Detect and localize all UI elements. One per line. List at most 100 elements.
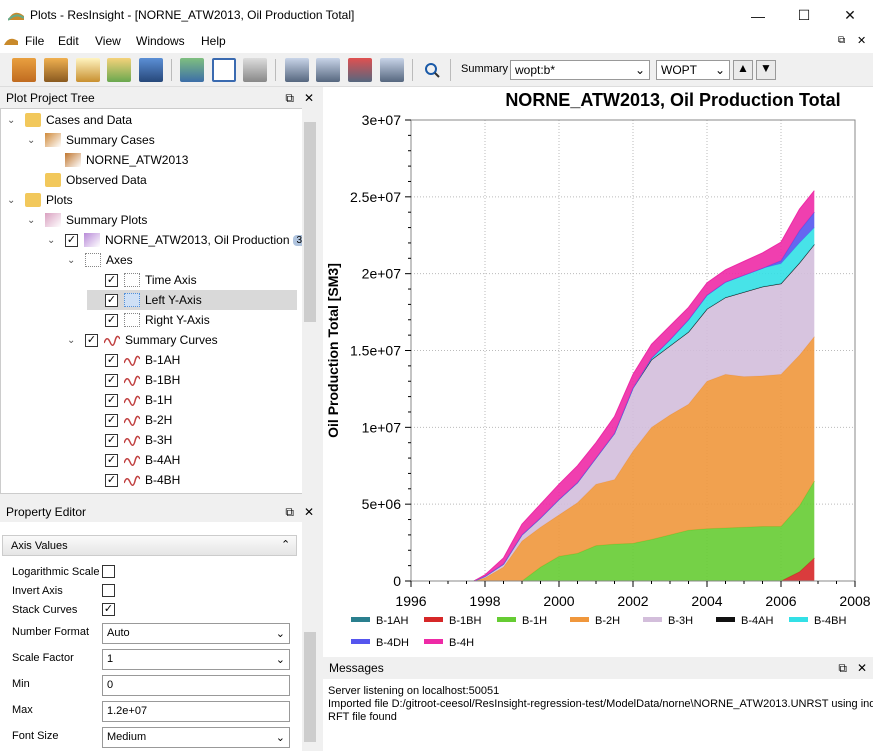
zoom-all-icon[interactable] <box>424 62 440 78</box>
cases-icon <box>45 133 61 147</box>
property-input[interactable]: 0 <box>102 675 290 696</box>
snapshot-clipboard-icon[interactable] <box>285 58 309 82</box>
project-tree[interactable]: ⌄ Cases and Data ⌄ Summary Cases NORNE_ATW20… <box>0 108 318 494</box>
property-select[interactable]: 1 ⌄ <box>102 649 290 670</box>
tree-item-checkbox[interactable]: ✓ <box>105 393 118 407</box>
tile-windows-icon[interactable] <box>212 58 236 82</box>
tree-item[interactable]: ✓ B-1H <box>87 390 172 410</box>
property-select[interactable]: Auto ⌄ <box>102 623 290 644</box>
tree-item[interactable]: ✓ B-3H <box>87 430 172 450</box>
tree-item-checkbox[interactable]: ✓ <box>105 433 118 447</box>
tree-item[interactable]: ⌄ ✓ NORNE_ATW2013, Oil Production 3 <box>47 230 307 250</box>
tree-item[interactable]: ✓ Right Y-Axis <box>87 310 210 330</box>
open-project-icon[interactable] <box>107 58 131 82</box>
tree-item-checkbox[interactable]: ✓ <box>105 473 118 487</box>
tree-item[interactable]: ✓ B-4BH <box>87 470 180 490</box>
menu-view[interactable]: View <box>95 34 121 48</box>
tree-item-label: Cases and Data <box>46 113 133 127</box>
import-summary-icon[interactable] <box>76 58 100 82</box>
tree-item[interactable]: ✓ Left Y-Axis <box>87 290 297 310</box>
curve-icon <box>123 453 141 467</box>
previous-vector-icon[interactable]: ▲ <box>733 60 753 80</box>
float-dock-icon[interactable]: ⧉ <box>838 661 847 675</box>
tree-item-checkbox[interactable]: ✓ <box>105 373 118 387</box>
tree-item-checkbox[interactable]: ✓ <box>105 313 118 327</box>
property-checkbox[interactable]: ✓ <box>102 603 115 616</box>
series-line-b-1h <box>473 480 815 582</box>
tree-item[interactable]: ⌄ Cases and Data <box>7 110 132 130</box>
tree-item[interactable]: ⌄ Summary Cases <box>27 130 155 150</box>
tree-item-label: Summary Cases <box>66 133 155 147</box>
tree-scrollbar-thumb[interactable] <box>304 122 316 322</box>
snapshot-all-icon[interactable] <box>380 58 404 82</box>
legend-label: B-4H <box>449 637 474 649</box>
y-tick-label: 5e+06 <box>362 496 402 512</box>
axis-values-group-header[interactable]: Axis Values ⌃ <box>2 535 297 556</box>
next-vector-icon[interactable]: ▼ <box>756 60 776 80</box>
tree-item[interactable]: ⌄ ✓ Summary Curves <box>67 330 218 350</box>
tree-scrollbar[interactable] <box>302 108 318 494</box>
tree-item[interactable]: ✓ B-2H <box>87 410 172 430</box>
tree-item[interactable]: ⌄ Summary Plots <box>27 210 147 230</box>
menu-file[interactable]: File <box>25 34 45 48</box>
calculator-icon[interactable] <box>243 58 267 82</box>
tree-item[interactable]: ⌄ Axes <box>67 250 133 270</box>
expand-arrow-icon[interactable]: ⌄ <box>7 194 16 206</box>
tree-dock-header: Plot Project Tree ⧉ ✕ <box>0 88 320 108</box>
folder-icon <box>25 193 41 207</box>
3d-view-icon[interactable] <box>180 58 204 82</box>
property-dock-title: Property Editor <box>6 505 87 519</box>
vector-select[interactable]: WOPT ⌄ <box>656 60 730 80</box>
summary-filter-input[interactable]: wopt:b* ⌄ <box>510 60 650 80</box>
tree-item-checkbox[interactable]: ✓ <box>105 453 118 467</box>
tree-item[interactable]: ⌄ Plots <box>7 190 73 210</box>
expand-arrow-icon[interactable]: ⌄ <box>7 114 16 126</box>
save-project-icon[interactable] <box>139 58 163 82</box>
property-scrollbar[interactable] <box>302 522 318 751</box>
expand-arrow-icon[interactable]: ⌄ <box>27 214 36 226</box>
property-input[interactable]: 1.2e+07 <box>102 701 290 722</box>
expand-arrow-icon[interactable]: ⌄ <box>67 254 76 266</box>
close-dock-icon[interactable]: ✕ <box>303 505 314 519</box>
property-scrollbar-thumb[interactable] <box>304 632 316 742</box>
property-checkbox[interactable] <box>102 565 115 578</box>
tree-item[interactable]: ✓ Time Axis <box>87 270 197 290</box>
tree-item[interactable]: Observed Data <box>27 170 147 190</box>
menu-edit[interactable]: Edit <box>58 34 79 48</box>
tree-item-label: B-1BH <box>145 373 181 387</box>
tree-item-checkbox[interactable]: ✓ <box>105 353 118 367</box>
tree-item[interactable]: ✓ B-1BH <box>87 370 180 390</box>
collapse-icon[interactable]: ⌃ <box>281 539 291 551</box>
import-case-icon[interactable] <box>12 58 36 82</box>
tree-item[interactable]: ✓ B-1AH <box>87 350 180 370</box>
menu-help[interactable]: Help <box>201 34 226 48</box>
property-label: Logarithmic Scale <box>12 566 100 578</box>
tree-item[interactable]: NORNE_ATW2013 <box>47 150 188 170</box>
close-dock-icon[interactable]: ✕ <box>856 661 867 675</box>
close-dock-icon[interactable]: ✕ <box>303 91 314 105</box>
expand-arrow-icon[interactable]: ⌄ <box>67 334 76 346</box>
import-grid-icon[interactable] <box>44 58 68 82</box>
legend-label: B-1H <box>522 615 547 627</box>
export-pdf-icon[interactable] <box>348 58 372 82</box>
minimize-button[interactable]: — <box>751 7 765 24</box>
expand-arrow-icon[interactable]: ⌄ <box>27 134 36 146</box>
tree-item-checkbox[interactable]: ✓ <box>105 413 118 427</box>
maximize-button[interactable]: ☐ <box>797 7 811 23</box>
tree-item-checkbox[interactable]: ✓ <box>65 233 78 247</box>
restore-mdi-icon[interactable]: ⧉ <box>838 35 846 46</box>
tree-item-checkbox[interactable]: ✓ <box>105 273 118 287</box>
tree-item-checkbox[interactable]: ✓ <box>85 333 98 347</box>
curves-icon <box>103 333 121 347</box>
property-checkbox[interactable] <box>102 584 115 597</box>
float-dock-icon[interactable]: ⧉ <box>285 505 294 519</box>
tree-item-checkbox[interactable]: ✓ <box>105 293 118 307</box>
menu-windows[interactable]: Windows <box>136 34 185 48</box>
expand-arrow-icon[interactable]: ⌄ <box>47 234 56 246</box>
tree-item[interactable]: ✓ B-4AH <box>87 450 180 470</box>
close-mdi-icon[interactable]: ✕ <box>857 35 867 47</box>
property-select[interactable]: Medium ⌄ <box>102 727 290 748</box>
float-dock-icon[interactable]: ⧉ <box>285 91 294 105</box>
snapshot-file-icon[interactable] <box>316 58 340 82</box>
close-button[interactable]: ✕ <box>844 7 856 23</box>
